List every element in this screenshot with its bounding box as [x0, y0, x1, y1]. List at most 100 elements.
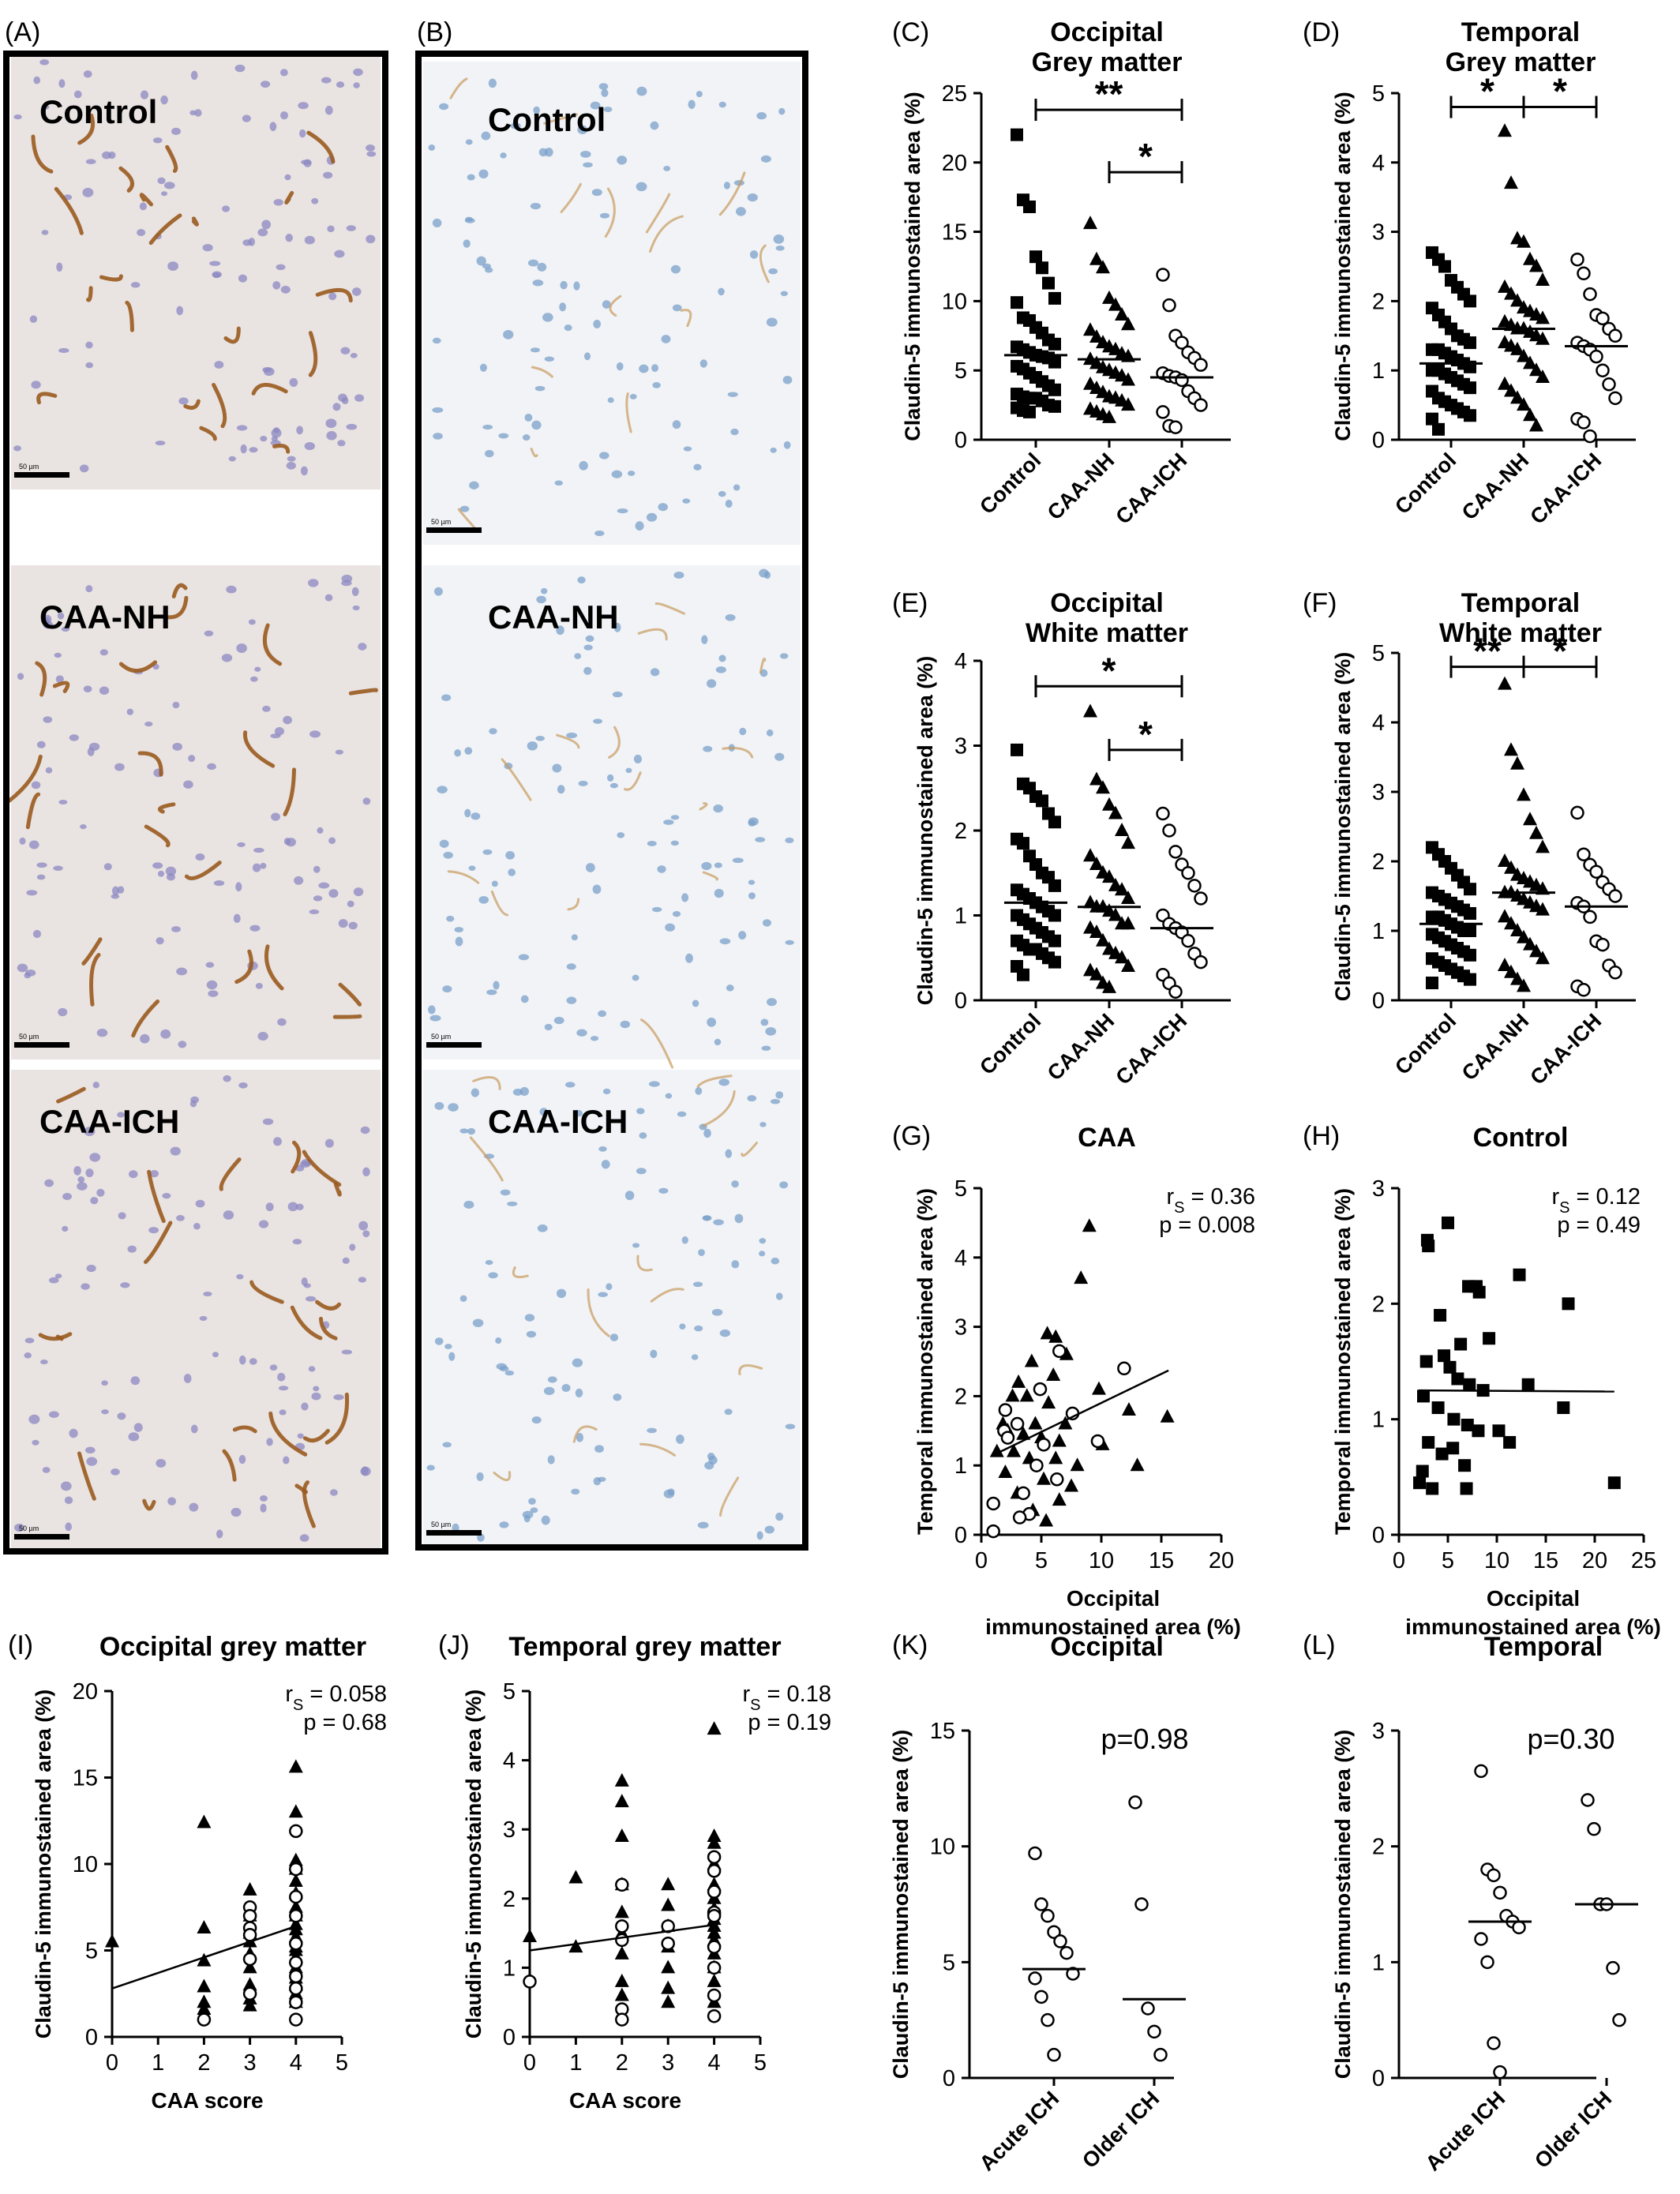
nucleus	[171, 127, 181, 135]
nucleus	[58, 799, 68, 805]
data-point-square	[1426, 1482, 1439, 1495]
data-point-square	[1416, 1465, 1429, 1478]
nucleus	[248, 619, 256, 625]
nucleus	[25, 969, 36, 977]
blood-vessel	[272, 443, 291, 454]
data-point-square	[1048, 879, 1061, 892]
significance-label: **	[1473, 631, 1502, 672]
nucleus	[304, 235, 315, 245]
data-point-triangle	[1108, 297, 1123, 311]
nucleus	[338, 919, 348, 928]
blood-vessel	[283, 767, 296, 816]
data-point-triangle	[1523, 936, 1537, 951]
x-category-label: Control	[1390, 1009, 1461, 1079]
data-point-triangle	[1504, 964, 1518, 978]
data-point-triangle	[1523, 251, 1537, 265]
nucleus	[632, 1243, 640, 1248]
nucleus	[353, 887, 364, 897]
data-point-triangle	[989, 1443, 1004, 1457]
data-point-circle	[289, 1824, 303, 1839]
blood-vessel	[645, 193, 671, 234]
nucleus	[73, 90, 82, 99]
nucleus	[766, 729, 774, 737]
nucleus	[170, 1146, 181, 1156]
x-tick-label: 10	[1484, 1548, 1509, 1573]
nucleus	[348, 921, 358, 930]
data-point-circle	[1156, 268, 1170, 282]
data-point-square	[1011, 128, 1023, 141]
nucleus	[432, 337, 441, 344]
data-point-square	[1048, 291, 1061, 305]
nucleus	[85, 1168, 94, 1178]
nucleus	[650, 1349, 658, 1359]
data-point-circle	[1589, 349, 1603, 364]
nucleus	[661, 335, 671, 343]
data-point-triangle	[1121, 372, 1135, 386]
panel-label: (D)	[1303, 17, 1340, 47]
micrograph-b: (B) 50 µm Control 50 µm CAA-NH 50 µm CAA-ICH	[415, 17, 808, 1551]
y-tick-label: 5	[1372, 81, 1385, 107]
chart-title: Grey matter	[1446, 47, 1596, 77]
nucleus	[85, 1446, 96, 1454]
nucleus	[488, 78, 497, 88]
nucleus	[651, 364, 659, 373]
y-axis-label: Claudin-5 immunostained area (%)	[1331, 652, 1355, 1002]
panel-label: (C)	[892, 17, 929, 47]
nucleus	[583, 162, 593, 168]
data-point-square	[1048, 816, 1061, 829]
nucleus	[603, 107, 613, 113]
nucleus	[573, 281, 580, 291]
nucleus	[338, 393, 347, 402]
data-point-square	[1451, 1372, 1464, 1386]
nucleus	[283, 715, 292, 725]
nucleus	[193, 1223, 201, 1230]
blood-vessel	[624, 771, 642, 791]
nucleus	[238, 1454, 246, 1465]
nucleus	[324, 105, 333, 115]
data-point-square	[1042, 276, 1055, 290]
nucleus	[748, 879, 756, 885]
data-point-triangle	[1517, 787, 1531, 801]
nucleus	[203, 1292, 212, 1297]
nucleus	[718, 1078, 729, 1086]
nucleus	[240, 444, 247, 454]
data-point-triangle	[1019, 1388, 1034, 1402]
nucleus	[454, 749, 461, 757]
nucleus	[727, 392, 738, 397]
nucleus	[779, 1181, 789, 1189]
panel-label: (L)	[1303, 1630, 1336, 1660]
nucleus	[17, 963, 28, 973]
y-axis-label: Temporal immunostained area (%)	[913, 1188, 937, 1535]
nucleus	[40, 1360, 48, 1365]
nucleus	[607, 397, 614, 403]
nucleus	[611, 470, 623, 478]
nucleus	[28, 840, 39, 849]
nucleus	[773, 234, 785, 244]
nucleus	[446, 915, 455, 922]
blood-vessel	[25, 792, 41, 830]
nucleus	[542, 313, 553, 322]
blood-vessel	[759, 657, 767, 674]
nucleus	[195, 1199, 205, 1208]
nucleus	[467, 174, 475, 181]
nucleus	[724, 1408, 733, 1416]
blood-vessel	[457, 508, 475, 529]
nucleus	[723, 182, 730, 189]
data-point-circle	[1041, 2012, 1055, 2027]
scale-bar-label: 50 µm	[19, 1033, 39, 1041]
nucleus	[695, 1087, 703, 1095]
nucleus	[433, 433, 443, 440]
spearman-r-subscript: S	[1174, 1199, 1184, 1217]
y-axis-label: Claudin-5 immunostained area (%)	[1331, 92, 1355, 441]
data-point-triangle	[1498, 853, 1512, 867]
y-tick-label: 10	[73, 1852, 98, 1877]
nucleus	[590, 1036, 599, 1041]
nucleus	[585, 635, 594, 643]
nucleus	[190, 1424, 198, 1434]
data-point-circle	[1168, 845, 1183, 859]
nucleus	[557, 785, 565, 794]
nucleus	[309, 730, 321, 738]
data-point-circle	[661, 1936, 675, 1951]
nucleus	[639, 364, 649, 373]
